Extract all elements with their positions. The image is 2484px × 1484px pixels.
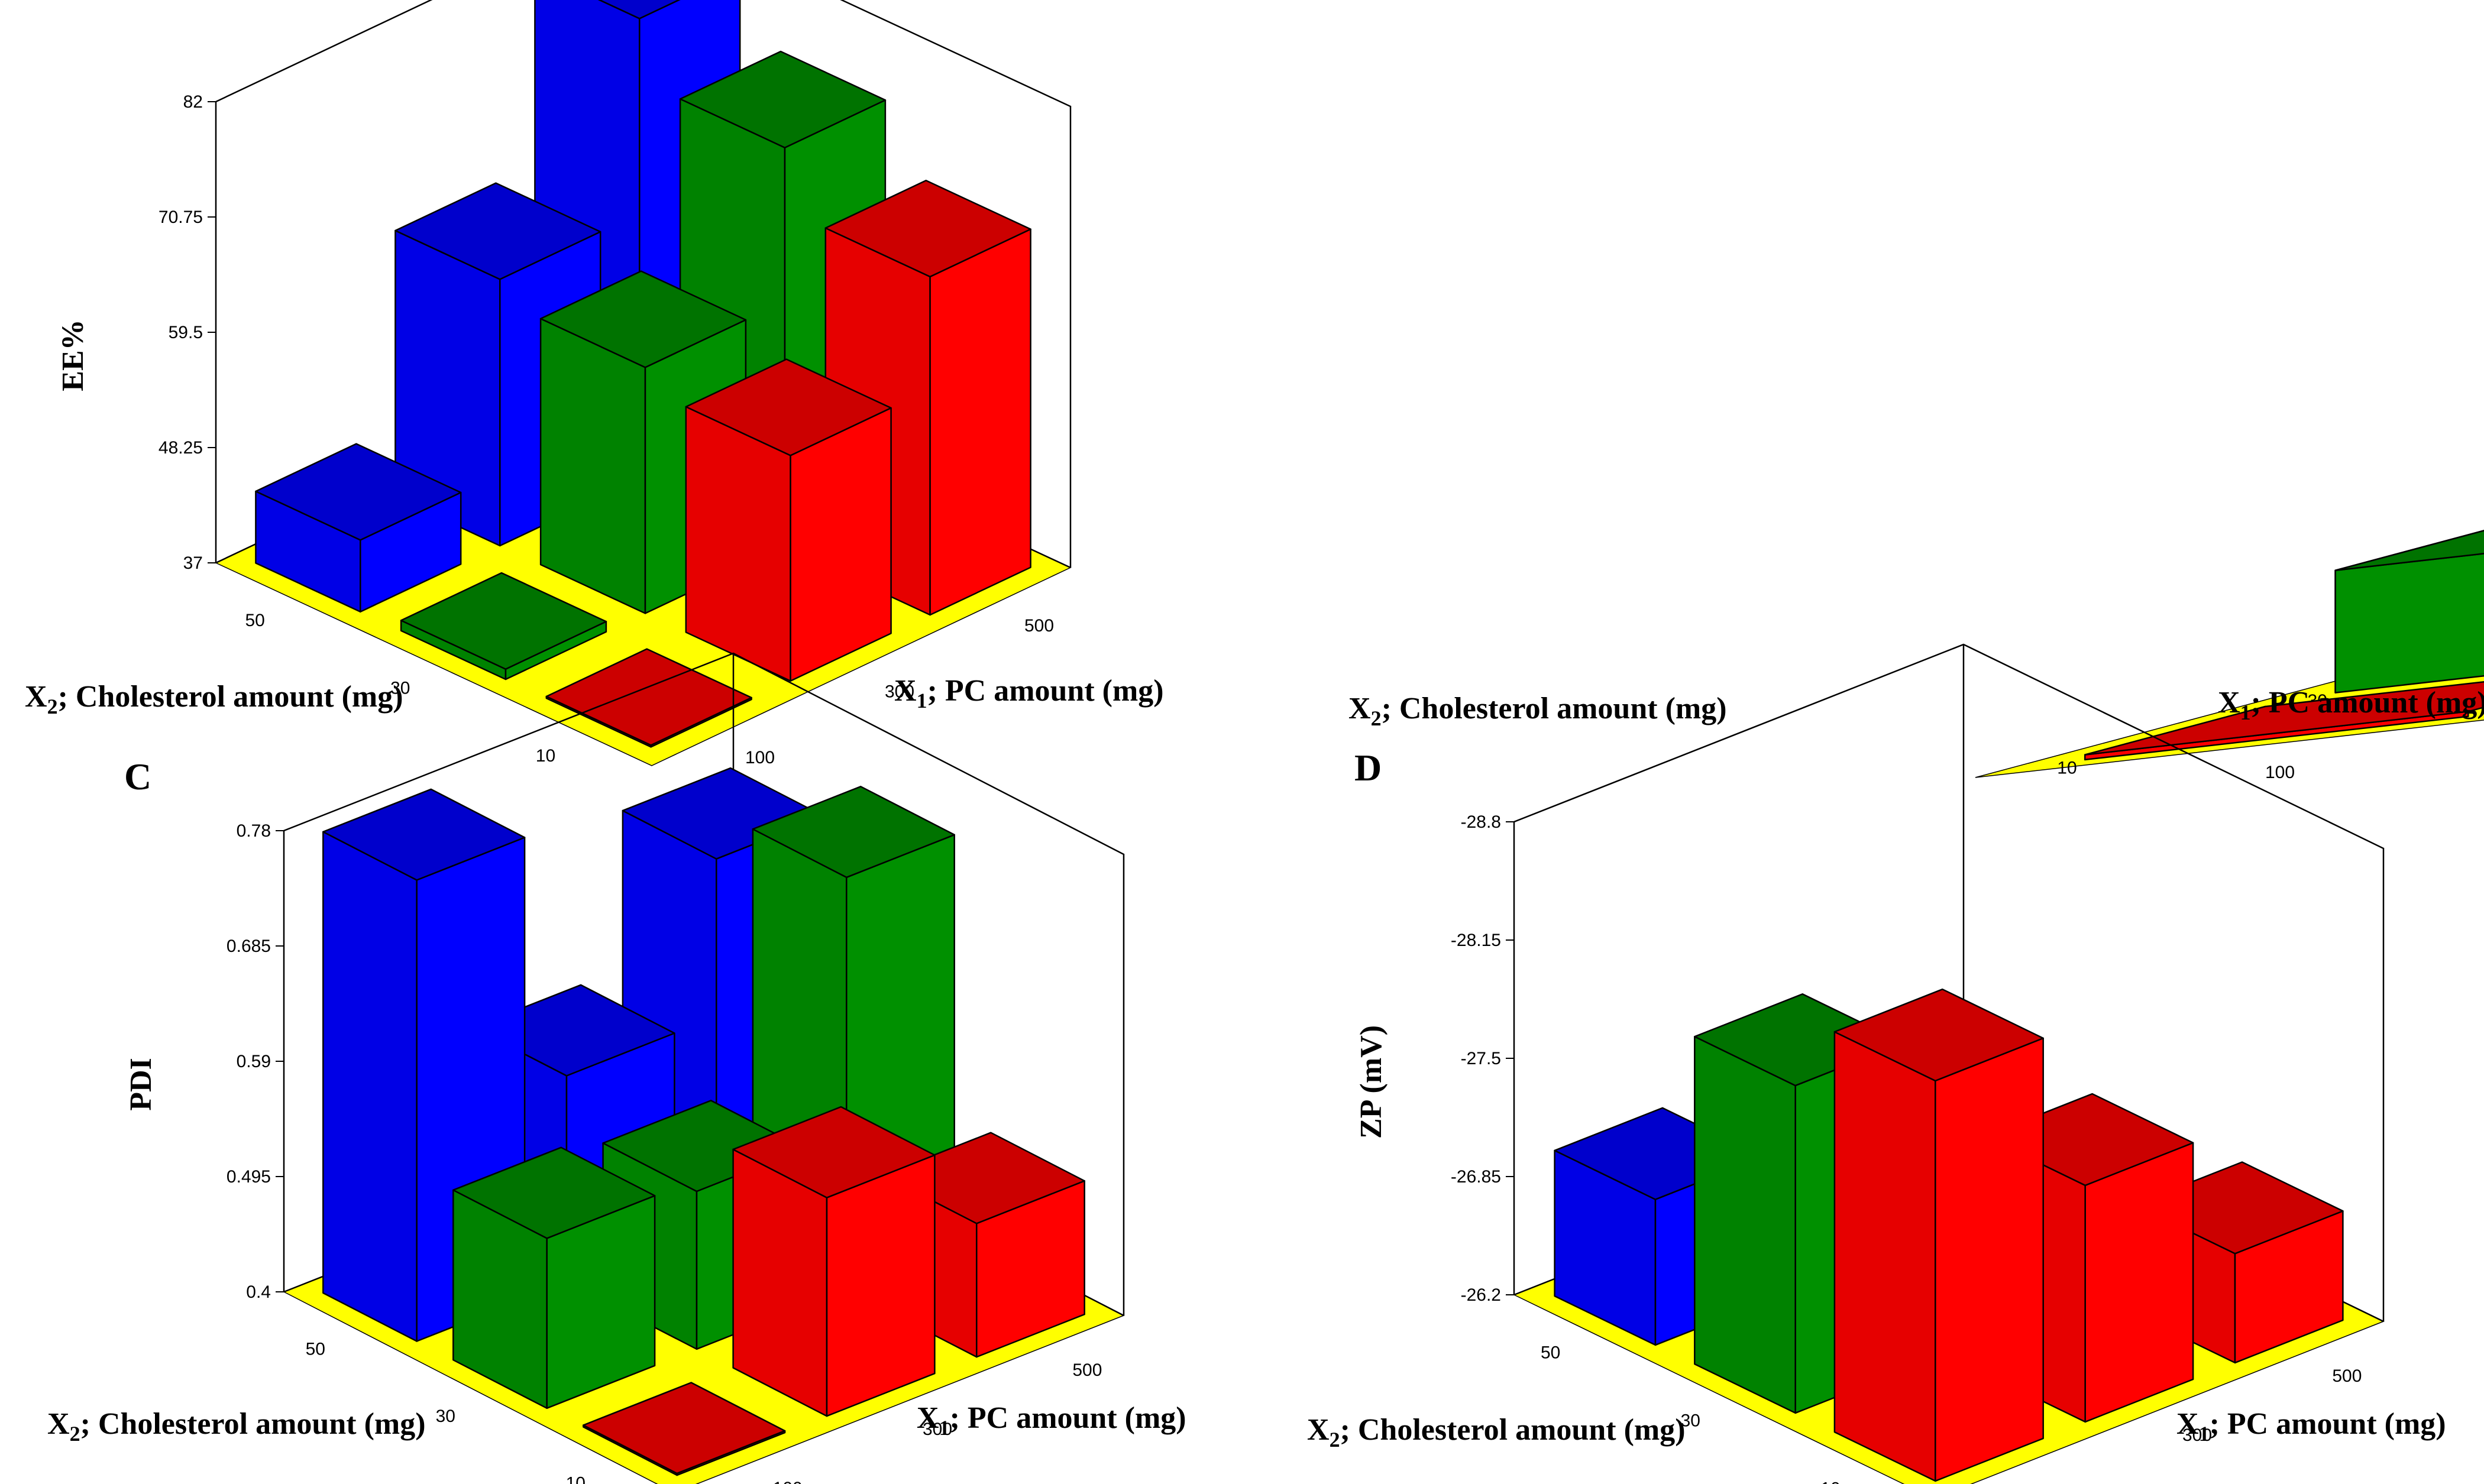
z-tick-label: 37	[183, 553, 203, 573]
x1-tick-label: 500	[1072, 1360, 1102, 1380]
z-tick-label: 0.59	[237, 1052, 271, 1071]
bar-top-face	[1833, 988, 2044, 1082]
bar-top-face	[732, 1106, 936, 1198]
x1-tick-label: 300	[2182, 1425, 2212, 1445]
x2-axis-title: X2; Cholesterol amount (mg)	[47, 1407, 426, 1446]
z-tick-label: -28.8	[1461, 812, 1501, 832]
x2-axis-title: X2; Cholesterol amount (mg)	[25, 680, 403, 718]
x1-tick-label: 500	[1024, 616, 1054, 636]
bar	[583, 1382, 786, 1476]
bar-top-face	[2084, 681, 2484, 756]
z-tick-label: 0.4	[246, 1282, 271, 1302]
z-tick-label: 48.25	[159, 438, 203, 458]
x2-tick-label: 50	[306, 1340, 325, 1359]
x2-tick-label: 50	[1541, 1343, 1560, 1363]
x2-tick-label: 10	[1820, 1479, 1840, 1484]
z-tick-label: 82	[183, 92, 203, 112]
x2-axis-title: X2; Cholesterol amount (mg)	[1307, 1413, 1686, 1451]
bar-top-face	[583, 1382, 786, 1475]
x1-tick-label: 100	[773, 1479, 803, 1484]
x1-tick-label: 100	[745, 748, 775, 767]
bar	[1833, 988, 2044, 1482]
bar	[452, 1146, 656, 1410]
panel-label: D	[1354, 747, 1382, 789]
bar-front-face	[826, 1154, 936, 1417]
axis-frame	[215, 0, 1072, 568]
bar-top-face	[452, 1146, 656, 1239]
x1-axis-title: X1; PC amount (mg)	[2218, 686, 2484, 724]
bar-front-face	[2084, 1142, 2194, 1423]
bar-top-face	[752, 786, 955, 879]
z-tick-label: -27.5	[1461, 1049, 1501, 1068]
chart-panel-2: 170242.5315387.5460100300500103050PS (nm…	[1348, 530, 2484, 782]
z-axis-title: EE%	[56, 319, 90, 391]
chart-panel-3: 0.4 0.495 0.59 0.685 0.78 100 300 500 10 30 50 PDI X…	[47, 652, 1186, 1484]
bar	[2084, 681, 2484, 761]
bar-left-face	[1833, 1031, 1936, 1482]
bar	[2334, 530, 2484, 694]
bar	[545, 648, 752, 748]
z-tick-label: -26.85	[1451, 1167, 1501, 1187]
x2-tick-label: 30	[436, 1407, 455, 1426]
x2-axis-title: X2; Cholesterol amount (mg)	[1348, 692, 1727, 730]
z-axis-title: PDI	[124, 1058, 158, 1111]
bar-top-face	[679, 50, 887, 148]
bar	[685, 358, 892, 682]
bar	[732, 1106, 936, 1417]
bar-left-face	[539, 317, 646, 614]
bar-front-face	[929, 228, 1031, 616]
z-tick-label: 0.78	[237, 821, 271, 841]
bar-left-face	[322, 831, 418, 1342]
x1-tick-label: 500	[2332, 1366, 2362, 1386]
chart-panel-4: -26.2 -26.85 -27.5 -28.15 -28.8 100 300 500 10 30…	[1307, 643, 2446, 1484]
z-axis-title: ZP (mV)	[1354, 1025, 1388, 1139]
x1-tick-label: 100	[2265, 763, 2295, 782]
bar-top-face	[394, 182, 601, 280]
bar-top-face	[685, 358, 892, 456]
z-tick-label: -26.2	[1461, 1285, 1501, 1305]
x2-tick-label: 30	[1681, 1411, 1700, 1431]
bar-front-face	[1935, 1037, 2044, 1482]
x2-tick-label: 10	[2057, 758, 2077, 777]
x2-tick-label: 10	[536, 746, 555, 766]
bar-top-face	[597, 0, 681, 20]
z-tick-label: 0.495	[227, 1167, 271, 1187]
x1-axis-title: X1; PC amount (mg)	[894, 674, 1164, 712]
bar-top-face	[824, 180, 1031, 278]
x1-axis-title: X1; PC amount (mg)	[917, 1401, 1186, 1440]
bar-top-face	[400, 572, 607, 670]
bar-top-face	[539, 270, 747, 368]
x2-tick-label: 50	[245, 611, 264, 630]
z-tick-label: -28.15	[1451, 931, 1501, 950]
bar	[400, 572, 607, 681]
panel-label: C	[124, 756, 151, 798]
z-tick-label: 59.5	[169, 323, 203, 342]
x2-tick-label: 30	[390, 679, 410, 698]
z-tick-label: 0.685	[227, 937, 271, 956]
x2-tick-label: 10	[566, 1473, 586, 1484]
chart-panel-1: 37 48.25 59.5 70.75 82 100 300 500 10 30 50 EE% X2; …	[25, 0, 1164, 767]
bar-top-face	[322, 788, 526, 881]
x1-tick-label: 300	[923, 1420, 952, 1439]
x1-axis-title: X1; PC amount (mg)	[2176, 1407, 2446, 1446]
bar-top-face	[255, 443, 462, 541]
bar-top-face	[2334, 530, 2484, 571]
z-tick-label: 70.75	[159, 208, 203, 227]
bar-left-face	[1694, 1036, 1796, 1414]
x1-tick-label: 300	[885, 682, 914, 702]
bar	[255, 443, 462, 613]
